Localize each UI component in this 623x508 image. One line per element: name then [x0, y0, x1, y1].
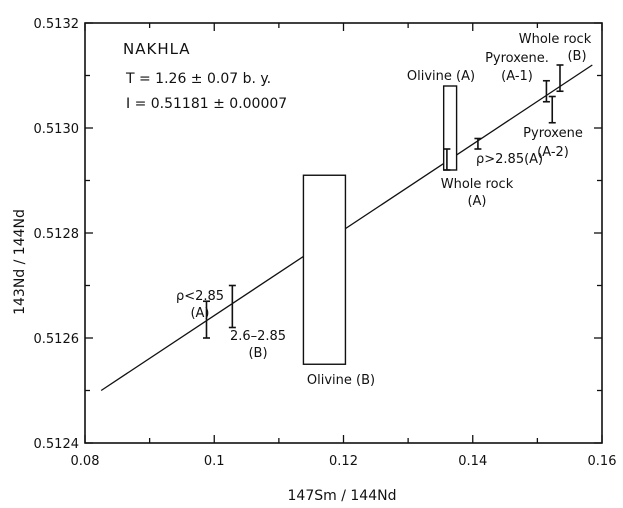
error-box [442, 85, 458, 171]
y-tick-label: 0.5132 [34, 17, 80, 32]
axis-ticks [84, 22, 603, 444]
point-label: (B) [248, 346, 267, 361]
point-label: (A-1) [501, 69, 533, 84]
x-tick-label: 0.12 [329, 454, 358, 469]
annotations: ρ<2.85 (A) 2.6–2.85 (B) Whole rock (A) ρ>2.85(… [176, 32, 592, 388]
y-axis-label: 143Nd / 144Nd [12, 209, 28, 315]
y-tick-label: 0.5126 [34, 332, 80, 347]
y-tick-label: 0.5124 [34, 437, 80, 452]
isochron-line [100, 64, 593, 392]
point-label: (A) [467, 194, 486, 209]
point-label: ρ>2.85(A) [476, 152, 543, 167]
error-bars [202, 64, 564, 339]
chart-title: NAKHLA [123, 40, 191, 58]
point-label: 2.6–2.85 [230, 329, 286, 344]
chart-subtitle-age: T = 1.26 ± 0.07 b. y. [125, 71, 271, 87]
error-box [302, 174, 347, 365]
y-tick-label: 0.5130 [34, 122, 80, 137]
point-label: Pyroxene [523, 126, 583, 141]
point-label: ρ<2.85 [176, 289, 224, 304]
x-tick-label: 0.08 [71, 454, 100, 469]
point-label: Pyroxene. [485, 51, 549, 66]
x-tick-labels: 0.08 0.1 0.12 0.14 0.16 [71, 454, 617, 469]
x-axis-label: 147Sm / 144Nd [288, 488, 397, 504]
data-boxes [302, 85, 458, 365]
point-label: Olivine (B) [307, 373, 375, 388]
chart-subtitle-initial: I = 0.51181 ± 0.00007 [126, 96, 287, 112]
point-label: (B) [567, 49, 586, 64]
point-label: Whole rock [519, 32, 592, 47]
point-label: (A-2) [537, 145, 569, 160]
point-label: (A) [190, 306, 209, 321]
point-label: Olivine (A) [407, 69, 475, 84]
x-tick-label: 0.14 [458, 454, 487, 469]
point-label: Whole rock [441, 177, 514, 192]
y-tick-labels: 0.5124 0.5126 0.5128 0.5130 0.5132 [34, 17, 80, 452]
y-tick-label: 0.5128 [34, 227, 80, 242]
x-tick-label: 0.1 [204, 454, 225, 469]
x-tick-label: 0.16 [588, 454, 617, 469]
